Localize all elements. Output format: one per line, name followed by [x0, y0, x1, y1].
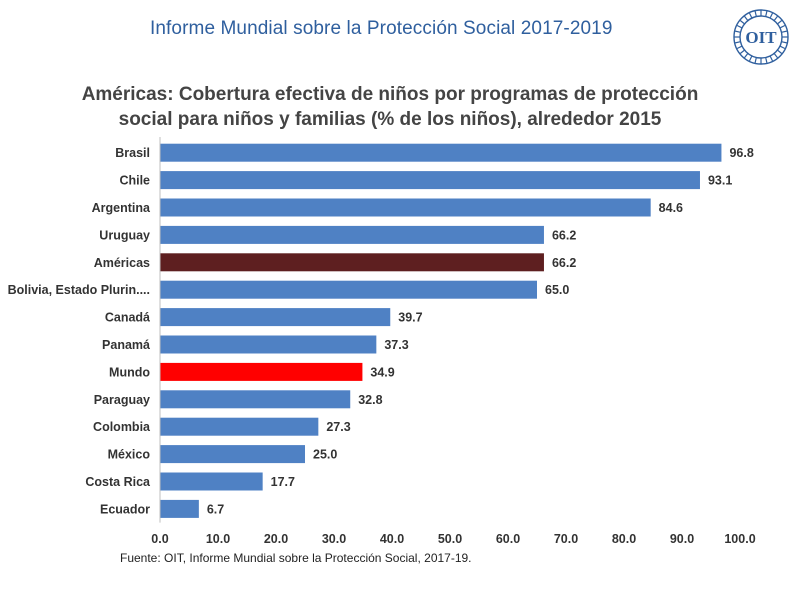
- report-header-title: Informe Mundial sobre la Protección Soci…: [150, 18, 613, 39]
- data-label: 39.7: [398, 311, 422, 325]
- bar: [160, 390, 351, 409]
- x-tick-label: 100.0: [724, 532, 755, 546]
- bar: [160, 308, 391, 327]
- category-label: Uruguay: [99, 228, 150, 242]
- data-label: 93.1: [708, 174, 732, 188]
- category-label: México: [108, 448, 151, 462]
- data-label: 27.3: [326, 420, 350, 434]
- chart-title-line-2: social para niños y familias (% de los n…: [118, 109, 662, 130]
- data-label: 84.6: [659, 201, 683, 215]
- category-label: Américas: [94, 256, 150, 270]
- x-tick-label: 40.0: [380, 532, 404, 546]
- bar: [160, 335, 377, 354]
- x-tick-label: 0.0: [151, 532, 168, 546]
- bar: [160, 362, 363, 381]
- category-label: Panamá: [102, 338, 150, 352]
- category-label: Mundo: [109, 365, 150, 379]
- bar: [160, 499, 199, 518]
- data-label: 65.0: [545, 283, 569, 297]
- category-label: Chile: [119, 174, 150, 188]
- category-label: Canadá: [105, 311, 150, 325]
- x-tick-label: 30.0: [322, 532, 346, 546]
- chart-title: Américas: Cobertura efectiva de niños po…: [60, 82, 720, 132]
- category-label: Costa Rica: [85, 475, 151, 489]
- x-tick-label: 20.0: [264, 532, 288, 546]
- source-note: Fuente: OIT, Informe Mundial sobre la Pr…: [120, 551, 472, 565]
- x-tick-label: 90.0: [670, 532, 694, 546]
- oit-logo-icon: OIT: [730, 6, 792, 68]
- category-label: Brasil: [115, 146, 150, 160]
- x-tick-label: 80.0: [612, 532, 636, 546]
- data-label: 6.7: [207, 502, 224, 516]
- data-label: 37.3: [384, 338, 408, 352]
- data-label: 17.7: [271, 475, 295, 489]
- data-label: 66.2: [552, 228, 576, 242]
- category-label: Argentina: [92, 201, 151, 215]
- bar: [160, 445, 305, 464]
- bar: [160, 198, 651, 217]
- category-label: Colombia: [93, 420, 151, 434]
- bar: [160, 472, 263, 491]
- bar: [160, 171, 700, 190]
- data-label: 32.8: [358, 393, 382, 407]
- bar: [160, 253, 544, 272]
- x-tick-label: 60.0: [496, 532, 520, 546]
- bar: [160, 280, 537, 299]
- data-label: 96.8: [729, 146, 753, 160]
- x-tick-label: 70.0: [554, 532, 578, 546]
- data-label: 66.2: [552, 256, 576, 270]
- bar: [160, 225, 544, 244]
- category-label: Paraguay: [94, 393, 150, 407]
- svg-text:OIT: OIT: [745, 28, 777, 47]
- bar: [160, 143, 722, 162]
- category-label: Ecuador: [100, 502, 150, 516]
- data-label: 25.0: [313, 448, 337, 462]
- data-label: 34.9: [370, 365, 394, 379]
- chart-title-line-1: Américas: Cobertura efectiva de niños po…: [81, 84, 699, 105]
- x-tick-label: 10.0: [206, 532, 230, 546]
- category-label: Bolivia, Estado Plurin....: [8, 283, 150, 297]
- bar: [160, 417, 319, 436]
- x-tick-label: 50.0: [438, 532, 462, 546]
